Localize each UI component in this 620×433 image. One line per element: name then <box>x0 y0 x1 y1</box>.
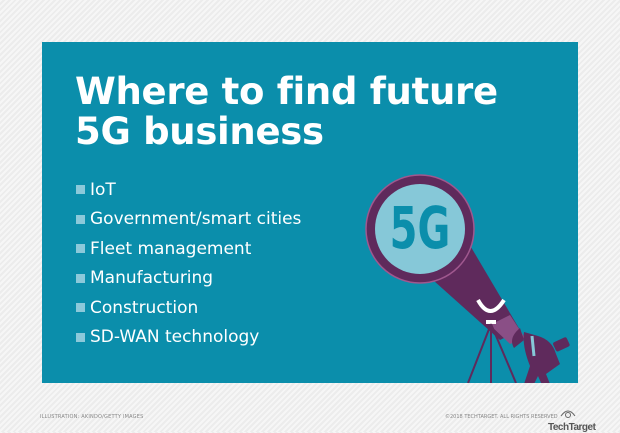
bullet-square-icon <box>76 303 85 313</box>
bullet-square-icon <box>76 244 85 254</box>
logo-text: TechTarget <box>548 422 596 433</box>
bullet-square-icon <box>76 332 85 342</box>
techtarget-logo: TechTarget <box>548 403 596 433</box>
opportunity-list: IoT Government/smart cities Fleet manage… <box>76 175 301 352</box>
headline: Where to find future 5G business <box>75 72 498 152</box>
bullet-square-icon <box>76 185 85 195</box>
headline-line-2: 5G business <box>75 110 324 153</box>
list-item: SD-WAN technology <box>76 323 301 353</box>
tripod-head <box>486 320 496 324</box>
list-item: Construction <box>76 293 301 323</box>
bullet-square-icon <box>76 273 85 283</box>
image-credit: ILLUSTRATION: AKINDO/GETTY IMAGES <box>40 414 144 420</box>
bullet-square-icon <box>76 214 85 224</box>
briefcase-icon <box>553 337 570 352</box>
copyright: ©2018 TECHTARGET. ALL RIGHTS RESERVED <box>445 414 558 420</box>
magnifier-lens <box>375 184 465 274</box>
list-item-label: SD-WAN technology <box>90 327 260 348</box>
list-item: IoT <box>76 175 301 205</box>
list-item: Manufacturing <box>76 264 301 294</box>
tripod-leg <box>490 323 517 383</box>
tie <box>530 335 536 357</box>
list-item: Fleet management <box>76 234 301 264</box>
tripod-leg <box>467 323 492 383</box>
businessman-figure <box>512 328 560 383</box>
list-item-label: Government/smart cities <box>90 209 302 230</box>
list-item-label: IoT <box>90 179 116 200</box>
list-item-label: Fleet management <box>90 238 252 259</box>
headline-line-1: Where to find future <box>75 70 498 113</box>
5g-label: 5G <box>390 195 451 262</box>
list-item-label: Manufacturing <box>90 268 214 289</box>
infographic-panel: Where to find future 5G business IoT Gove… <box>42 42 578 383</box>
eye-logo-icon <box>560 410 576 418</box>
tripod-mount <box>476 298 506 313</box>
list-item-label: Construction <box>90 297 199 318</box>
list-item: Government/smart cities <box>76 205 301 235</box>
telescope-illustration: 5G <box>365 174 570 383</box>
